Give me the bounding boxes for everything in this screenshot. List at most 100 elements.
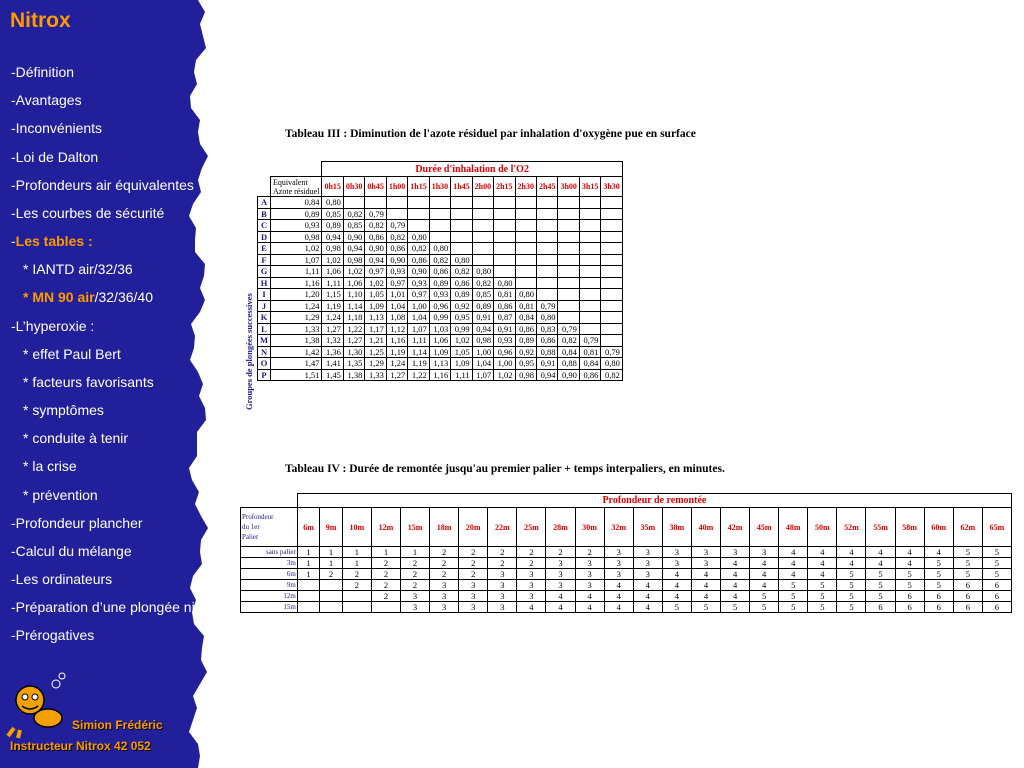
table-cell: 1,04 [407,311,430,324]
sidebar-item[interactable]: -Préparation d’une plongée nitrox [11,599,221,615]
svg-text:Groupes de plongées successive: Groupes de plongées successives [244,293,254,410]
table-cell: 1,02 [342,265,366,278]
table-cell: 1,21 [364,334,387,347]
table-cell: 0,86 [535,334,559,347]
table-cell: 6 [923,601,954,613]
empty-cell [557,196,580,209]
table-cell: 0,86 [407,253,430,266]
table-cell: 5 [894,579,925,591]
table-row: G 1,11 1,06 1,02 0,97 0,93 0,90 0,86 0,82 0,80 [256,265,623,278]
sidebar-item[interactable]: * prévention [11,487,221,515]
sidebar-item[interactable]: -L’hyperoxie : [11,318,221,346]
empty-cell [600,242,623,255]
table-cell: 4 [807,568,838,580]
sidebar-item-label: * effet Paul Bert [23,345,121,362]
empty-cell [557,219,580,232]
equiv-value: 0,89 [270,207,323,220]
sidebar-item[interactable]: -Calcul du mélange [11,543,221,571]
sidebar-item[interactable]: -Les tables : [11,233,221,261]
equiv-value: 1,07 [270,253,323,266]
table-cell: 1,15 [321,288,344,301]
duration-header: Durée d'inhalation de l'O2 [321,161,623,177]
sidebar-item[interactable]: -Profondeurs air équivalentes [11,177,221,193]
empty-cell [578,253,602,266]
empty-cell [600,219,623,232]
sidebar-item[interactable]: * symptômes [11,402,221,430]
empty-cell [241,494,298,508]
time-header: 2h15 [493,176,516,197]
table-cell: 0,97 [385,276,409,289]
equiv-value: 1,24 [270,299,323,312]
empty-cell [557,288,580,301]
table-cell: 4 [749,579,780,591]
empty-cell [428,207,452,220]
sidebar-item[interactable]: -Définition [11,64,221,92]
table-cell: 5 [952,546,983,558]
empty-cell [471,230,495,243]
sidebar-item[interactable]: -Prérogatives [11,627,221,655]
depth-column-header: 45m [749,507,780,547]
table-cell: 4 [749,568,780,580]
sidebar-item[interactable]: * conduite à tenir [11,430,221,458]
table-row: N 1,42 1,36 1,30 1,25 1,19 1,14 1,09 1,05 1,00 0,9… [256,345,623,358]
table-cell: 6 [894,590,925,602]
table-cell: 4 [690,590,722,602]
table-cell: 1,14 [342,299,366,312]
table-cell: 1,06 [321,265,344,278]
table-cell: 0,85 [471,288,495,301]
table-cell: 0,82 [364,219,387,232]
empty-cell [600,276,623,289]
table-cell: 4 [690,579,722,591]
empty-cell [342,196,366,209]
empty-cell [557,230,580,243]
equiv-value: 1,16 [270,276,323,289]
table-cell: 3 [661,557,692,569]
stop-row-label: sans palier [240,546,298,558]
sidebar-item[interactable]: -Loi de Dalton [11,149,221,177]
table-cell: 1,16 [428,368,452,381]
table-cell: 3 [603,557,634,569]
table-cell: 0,80 [493,276,516,289]
depth-column-header: 62m [952,507,983,547]
table-cell: 3 [458,579,489,591]
empty-cell [600,334,623,347]
table-row: 6m 1 2 2 2 2 2 2 3 3 3 3 3 3 4 4 4 4 4 4 5 5 5 5 5 5 [240,568,1013,580]
table-cell: 1 [319,557,343,569]
empty-cell [319,590,343,602]
equiv-value: 0,98 [270,230,323,243]
group-label: F [256,253,272,266]
table-cell: 5 [923,557,954,569]
stop-row-label: 12m [240,590,298,602]
empty-cell [557,207,580,220]
sidebar-item[interactable]: -Avantages [11,92,221,120]
equiv-value: 1,51 [270,368,323,381]
table-cell: 1 [341,557,372,569]
table-cell: 5 [778,579,809,591]
equiv-value: 1,33 [270,322,323,335]
sidebar-item[interactable]: -Les ordinateurs [11,571,221,599]
sidebar-item[interactable]: -Les courbes de sécurité [11,205,221,233]
sidebar-item[interactable]: * facteurs favorisants [11,374,221,402]
table-cell: 1,01 [385,288,409,301]
table-cell: 2 [319,568,343,580]
table-cell: 0,95 [450,311,473,324]
sidebar-item[interactable]: * IANTD air/32/36 [11,261,221,289]
sidebar-item-label: Les tables : [15,232,93,249]
table-cell: 4 [574,601,605,613]
sidebar-item[interactable]: -Profondeur plancher [11,515,221,543]
sidebar-item[interactable]: * MN 90 air/32/36/40 [11,289,221,317]
table-cell: 0,92 [514,345,538,358]
sidebar-item[interactable]: * effet Paul Bert [11,346,221,374]
table-cell: 4 [603,590,634,602]
depth-column-header: 40m [690,507,722,547]
table-cell: 3 [603,568,634,580]
table-cell: 3 [545,579,576,591]
stop-row-label: 6m [240,568,298,580]
table-cell: 5 [749,601,780,613]
table-cell: 3 [574,557,605,569]
group-label: A [256,196,272,209]
sidebar-item[interactable]: * la crise [11,458,221,486]
table-cell: 1 [319,546,343,558]
sidebar-item[interactable]: -Inconvénients [11,120,221,148]
table-cell: 3 [429,579,460,591]
